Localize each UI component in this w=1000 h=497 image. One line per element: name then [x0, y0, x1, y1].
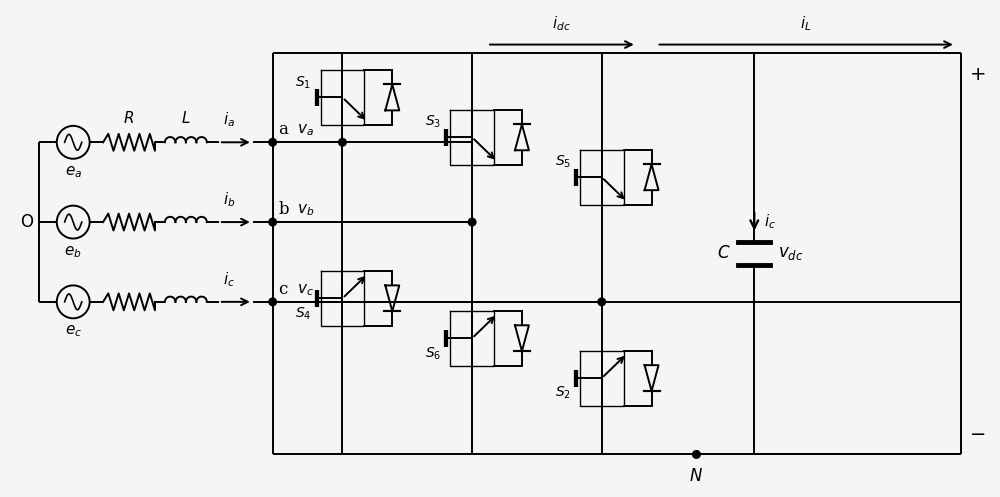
- Text: $i_a$: $i_a$: [223, 111, 235, 129]
- Text: $v_{dc}$: $v_{dc}$: [778, 245, 804, 262]
- Circle shape: [269, 139, 276, 146]
- Text: $v_a$: $v_a$: [297, 123, 313, 138]
- Text: $-$: $-$: [969, 423, 985, 442]
- Text: $v_b$: $v_b$: [297, 202, 314, 218]
- Text: O: O: [20, 213, 33, 231]
- Circle shape: [598, 298, 606, 306]
- Circle shape: [468, 218, 476, 226]
- Text: $i_b$: $i_b$: [223, 190, 235, 209]
- Text: $+$: $+$: [969, 65, 985, 83]
- Text: $S_1$: $S_1$: [295, 74, 312, 90]
- Text: $S_4$: $S_4$: [295, 305, 312, 322]
- Text: $S_2$: $S_2$: [555, 385, 571, 402]
- Text: $i_c$: $i_c$: [223, 270, 235, 289]
- Text: $S_3$: $S_3$: [425, 114, 441, 130]
- Text: $C$: $C$: [717, 245, 730, 262]
- Text: $L$: $L$: [181, 110, 191, 126]
- Text: $e_c$: $e_c$: [65, 324, 82, 339]
- Circle shape: [269, 218, 276, 226]
- Text: $i_L$: $i_L$: [800, 14, 812, 33]
- Circle shape: [339, 139, 346, 146]
- Text: a: a: [279, 121, 288, 138]
- Text: $i_c$: $i_c$: [764, 212, 776, 231]
- Text: c: c: [279, 281, 288, 298]
- Circle shape: [269, 298, 276, 306]
- Text: $R$: $R$: [123, 110, 135, 126]
- Text: $S_6$: $S_6$: [425, 345, 441, 361]
- Text: b: b: [279, 201, 289, 218]
- Text: $i_{dc}$: $i_{dc}$: [552, 14, 571, 33]
- Text: $e_a$: $e_a$: [65, 164, 82, 180]
- Circle shape: [693, 451, 700, 458]
- Text: $S_5$: $S_5$: [555, 154, 571, 170]
- Text: $N$: $N$: [689, 468, 703, 486]
- Text: $e_b$: $e_b$: [64, 244, 82, 260]
- Text: $v_c$: $v_c$: [297, 282, 313, 298]
